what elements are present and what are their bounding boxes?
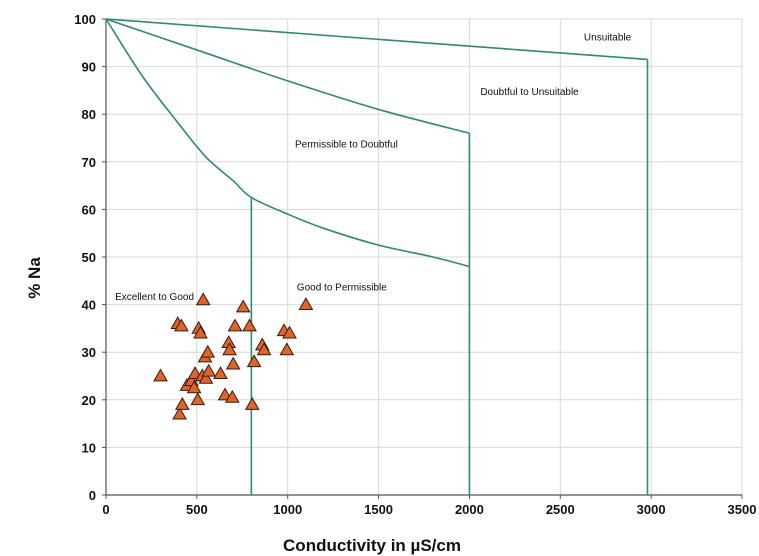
data-point [222, 342, 237, 356]
y-tick-label: 0 [89, 488, 96, 503]
x-tick-label: 3000 [637, 502, 666, 517]
data-point [227, 318, 243, 332]
data-point [201, 363, 217, 377]
data-point [200, 344, 216, 358]
data-point [225, 356, 241, 370]
y-tick-label: 20 [82, 393, 96, 408]
data-point [193, 325, 208, 339]
x-axis-title: Conductivity in µS/cm [283, 536, 461, 555]
y-tick-label: 90 [82, 60, 96, 75]
data-point [213, 366, 228, 379]
region-labels: Excellent to Good Good to Permissible Perm… [115, 32, 632, 302]
y-tick-label: 100 [74, 12, 96, 27]
boundary-doubtful-unsuitable-line [105, 18, 648, 61]
data-points [153, 292, 314, 420]
data-point [172, 406, 187, 420]
region-label: Doubtful to Unsuitable [480, 87, 579, 98]
data-point [153, 368, 168, 382]
data-point [282, 325, 297, 339]
x-tick-label: 1500 [364, 502, 393, 517]
axes [102, 18, 743, 499]
y-tick-label: 10 [82, 440, 96, 455]
tick-labels: 0 500 1000 1500 2000 2500 3000 3500 0 10 20 30 40 50 6… [74, 12, 756, 517]
region-label: Unsuitable [584, 32, 632, 43]
x-tick-label: 1000 [273, 502, 302, 517]
grid [106, 18, 743, 495]
data-point [174, 397, 190, 410]
x-tick-label: 500 [186, 502, 208, 517]
data-point [298, 297, 314, 310]
region-label: Excellent to Good [115, 292, 194, 303]
x-tick-label: 3500 [728, 502, 757, 517]
boundary-permissible-doubtful-curve [105, 18, 470, 135]
x-tick-label: 2500 [546, 502, 575, 517]
y-tick-label: 70 [82, 155, 96, 170]
region-label: Permissible to Doubtful [295, 140, 398, 151]
y-axis-title: % Na [25, 257, 44, 299]
region-label: Good to Permissible [297, 282, 387, 293]
x-tick-label: 2000 [455, 502, 484, 517]
data-point [195, 292, 211, 306]
data-point [235, 299, 251, 313]
data-point [256, 342, 272, 356]
y-tick-label: 80 [82, 107, 96, 122]
x-tick-label: 0 [102, 502, 109, 517]
data-point [190, 392, 206, 406]
boundaries [105, 18, 649, 495]
y-tick-label: 40 [82, 298, 96, 313]
y-tick-label: 30 [82, 345, 96, 360]
boundary-excellent-good-curve [105, 18, 470, 268]
data-point [279, 342, 295, 356]
data-point [244, 397, 260, 410]
y-tick-label: 50 [82, 250, 96, 265]
data-point [242, 318, 257, 332]
data-point [224, 389, 240, 403]
data-point [174, 318, 189, 332]
y-tick-label: 60 [82, 202, 96, 217]
data-point [186, 380, 202, 394]
data-point [198, 370, 214, 384]
data-point [246, 354, 262, 368]
